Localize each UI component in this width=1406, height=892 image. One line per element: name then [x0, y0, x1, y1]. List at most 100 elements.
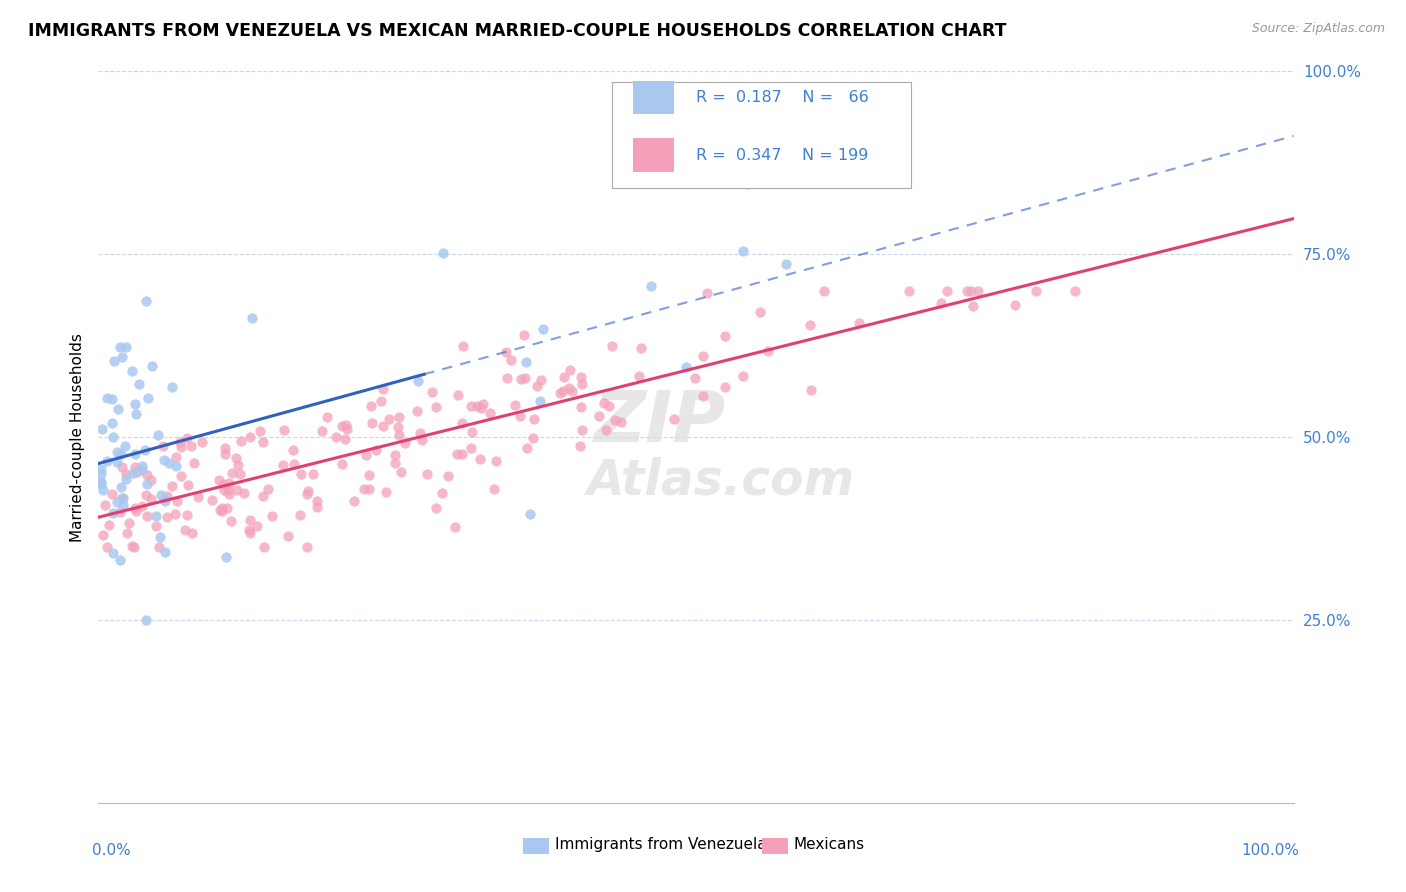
Point	[177, 478, 200, 492]
Point	[239, 429, 262, 443]
Point	[1004, 298, 1026, 312]
Point	[165, 458, 187, 473]
Point	[628, 369, 651, 384]
Point	[558, 381, 581, 395]
Point	[183, 456, 205, 470]
Point	[561, 384, 583, 398]
Point	[125, 504, 148, 518]
Point	[737, 177, 759, 191]
Point	[101, 392, 124, 406]
Point	[630, 341, 652, 355]
Point	[290, 508, 312, 522]
Point	[90, 462, 112, 476]
Point	[595, 423, 617, 437]
Point	[174, 524, 197, 538]
Point	[90, 475, 112, 489]
Point	[295, 487, 318, 501]
Point	[373, 419, 395, 434]
Point	[100, 487, 122, 501]
Point	[353, 482, 375, 496]
Point	[571, 370, 593, 384]
Point	[253, 540, 276, 554]
Point	[468, 451, 491, 466]
Point	[683, 371, 706, 385]
Point	[406, 375, 429, 389]
Point	[756, 343, 779, 358]
Point	[135, 468, 157, 483]
Point	[111, 491, 134, 506]
Point	[600, 339, 623, 353]
Point	[176, 508, 198, 523]
Point	[101, 546, 124, 560]
Point	[450, 416, 472, 430]
Point	[135, 293, 157, 308]
Point	[416, 467, 439, 482]
Point	[91, 483, 114, 498]
Point	[569, 439, 592, 453]
Point	[361, 417, 384, 431]
Point	[290, 467, 312, 481]
Point	[181, 525, 204, 540]
Point	[465, 399, 488, 413]
Point	[124, 447, 146, 461]
Point	[283, 458, 305, 472]
Text: 100.0%: 100.0%	[1241, 843, 1299, 858]
Point	[956, 284, 979, 298]
Point	[110, 480, 132, 494]
Point	[166, 494, 188, 508]
Point	[139, 492, 162, 507]
Point	[731, 244, 754, 259]
Point	[105, 455, 128, 469]
Point	[115, 525, 138, 540]
Point	[146, 428, 169, 442]
Point	[111, 498, 134, 512]
Point	[156, 489, 179, 503]
Point	[522, 431, 544, 445]
FancyBboxPatch shape	[613, 82, 911, 188]
Point	[297, 484, 319, 499]
Point	[513, 328, 536, 343]
Point	[569, 400, 592, 414]
Point	[962, 299, 984, 313]
Point	[240, 311, 263, 326]
Point	[425, 401, 447, 415]
Point	[90, 467, 112, 482]
Point	[211, 503, 233, 517]
Point	[128, 376, 150, 391]
Point	[533, 322, 555, 336]
Point	[94, 499, 117, 513]
Point	[101, 507, 124, 521]
Point	[519, 508, 541, 522]
Point	[252, 489, 274, 503]
Point	[98, 518, 121, 533]
Point	[114, 472, 136, 486]
Point	[432, 486, 454, 500]
Point	[523, 412, 546, 426]
Point	[115, 467, 138, 481]
Point	[170, 440, 193, 454]
Point	[640, 279, 662, 293]
Point	[187, 491, 209, 505]
Point	[387, 419, 409, 434]
Point	[696, 285, 718, 300]
Point	[384, 456, 406, 470]
Point	[160, 479, 183, 493]
Point	[967, 284, 990, 298]
Point	[136, 391, 159, 405]
Point	[484, 482, 506, 496]
Point	[145, 509, 167, 524]
Text: Mexicans: Mexicans	[794, 837, 865, 852]
Point	[273, 424, 295, 438]
Point	[959, 284, 981, 298]
Point	[239, 513, 262, 527]
Point	[526, 379, 548, 393]
Point	[460, 399, 482, 413]
Point	[357, 468, 380, 483]
Point	[387, 428, 409, 442]
Point	[479, 406, 502, 420]
Point	[136, 476, 159, 491]
Point	[311, 424, 333, 438]
Point	[307, 494, 329, 508]
Point	[598, 399, 620, 413]
Point	[91, 422, 114, 436]
